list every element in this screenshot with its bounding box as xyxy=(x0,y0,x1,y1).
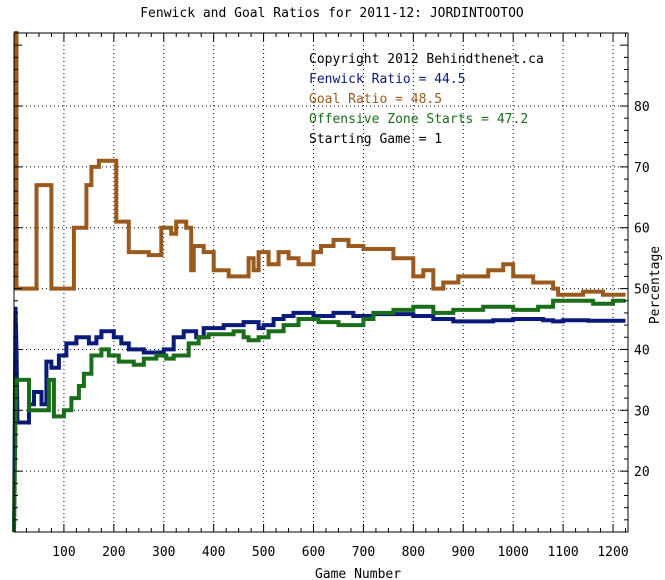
legend-entry-ozs: Offensive Zone Starts = 47.2 xyxy=(309,112,528,127)
legend-entry-goal: Goal Ratio = 48.5 xyxy=(309,92,442,107)
legend: Copyright 2012 Behindthenet.ca Fenwick Ra… xyxy=(309,52,544,147)
x-tick-label: 1200 xyxy=(597,545,628,560)
y-tick-label: 80 xyxy=(634,100,650,115)
x-tick-label: 1100 xyxy=(547,545,578,560)
x-tick-label: 300 xyxy=(152,545,175,560)
x-tick-label: 800 xyxy=(402,545,425,560)
y-tick-label: 60 xyxy=(634,222,650,237)
y-tick-label: 20 xyxy=(634,465,650,480)
x-tick-label: 500 xyxy=(252,545,275,560)
copyright-text: Copyright 2012 Behindthenet.ca xyxy=(309,52,544,67)
legend-entry-fenwick: Fenwick Ratio = 44.5 xyxy=(309,72,466,87)
x-tick-label: 1000 xyxy=(498,545,529,560)
plot-frame xyxy=(13,32,629,533)
x-tick-label: 400 xyxy=(202,545,225,560)
series-line-2 xyxy=(14,31,626,297)
x-axis-title: Game Number xyxy=(315,567,401,580)
y-tick-label: 50 xyxy=(634,283,650,298)
x-tick-label: 100 xyxy=(52,545,75,560)
axis-ticks: 100 200 300 400 500 600 700 800 900 1000 1100 1200 2… xyxy=(14,32,650,560)
y-tick-label: 40 xyxy=(634,343,650,358)
x-tick-label: 900 xyxy=(452,545,475,560)
series-layer xyxy=(12,31,626,533)
starting-game-text: Starting Game = 1 xyxy=(309,132,442,147)
y-axis-title: Percentage xyxy=(648,246,663,324)
series-line-3 xyxy=(12,298,626,533)
chart-title: Fenwick and Goal Ratios for 2011-12: JOR… xyxy=(140,6,524,21)
x-tick-label: 700 xyxy=(352,545,375,560)
y-tick-label: 30 xyxy=(634,404,650,419)
series-line-1 xyxy=(12,306,626,533)
x-tick-label: 600 xyxy=(302,545,325,560)
x-tick-label: 200 xyxy=(102,545,125,560)
y-tick-label: 70 xyxy=(634,161,650,176)
